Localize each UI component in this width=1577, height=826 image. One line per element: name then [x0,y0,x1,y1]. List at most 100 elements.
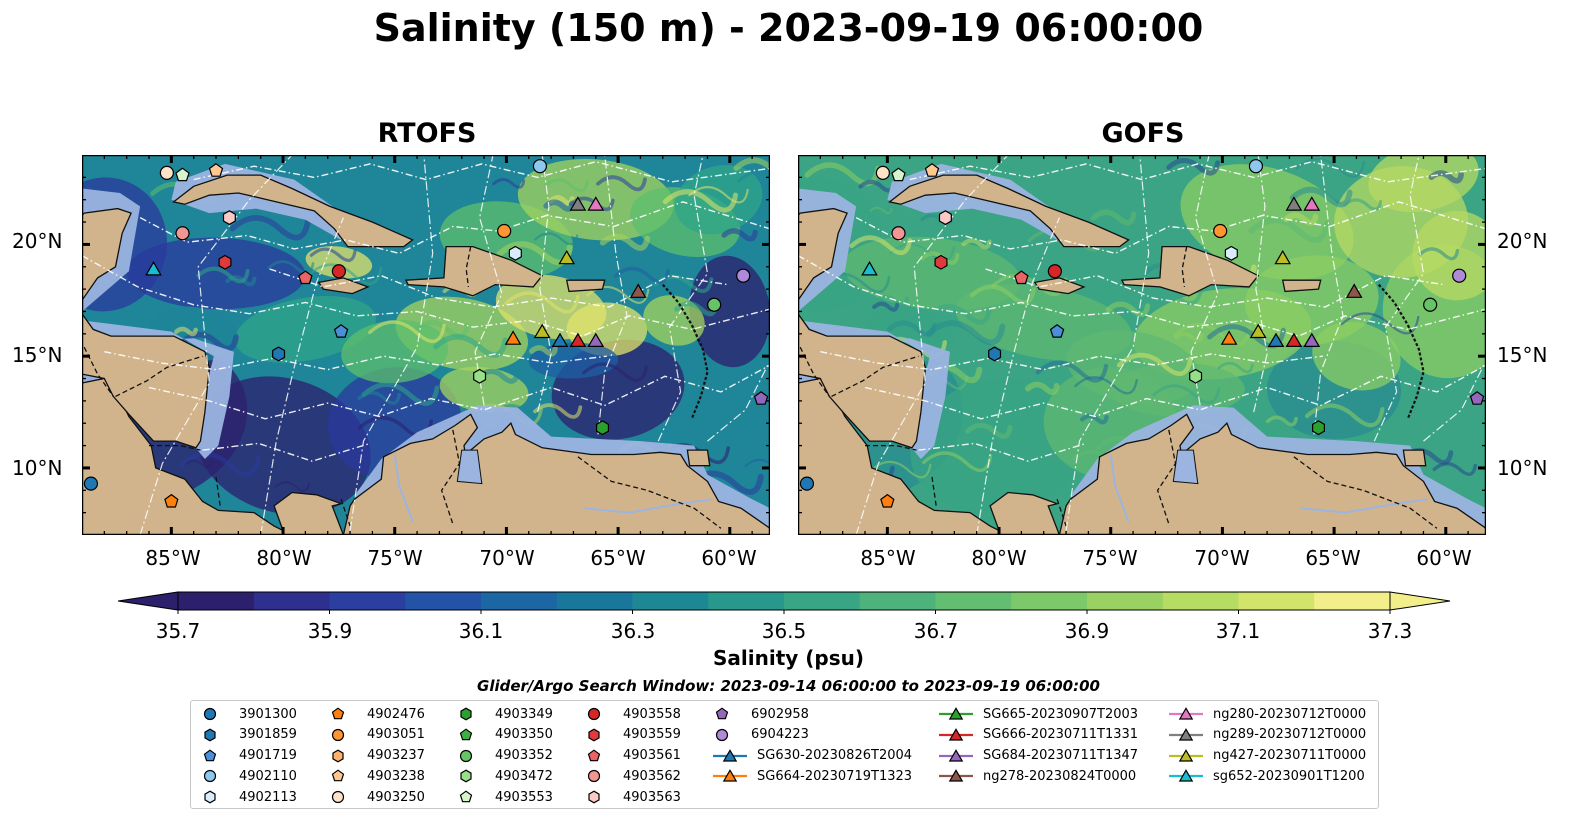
legend-marker [203,749,217,761]
legend-item: SG630-20230826T2004 [713,746,912,766]
legend-marker [587,749,601,761]
map-marker-pentagon [175,167,190,182]
lon-label-75w-gofs: 75°W [1082,546,1138,570]
legend-marker-icon [331,769,345,782]
legend-marker [203,770,217,783]
map-marker-triangle [504,330,522,345]
land-puertorico [565,279,606,293]
lon-label-65w-gofs: 65°W [1305,546,1361,570]
map-marker-triangle [1345,283,1363,298]
legend-label: 4903553 [495,789,553,805]
legend-item: 4902113 [201,787,297,807]
legend-item: SG664-20230719T1323 [713,766,912,786]
legend-marker-icon [1169,748,1203,762]
legend-label: 4903352 [495,748,553,764]
map-marker-pentagon [753,391,769,405]
legend-item: 4903558 [585,704,681,724]
map-marker-circle [875,165,890,180]
legend-item: 6902958 [713,704,809,724]
legend-label: SG630-20230826T2004 [757,748,913,764]
legend-label: 4903350 [495,727,553,743]
colorbar-tick: 36.7 [913,619,959,643]
legend-item: 4903250 [329,787,425,807]
lon-label-70w-rtofs: 70°W [479,546,535,570]
legend-label: 4903559 [623,727,681,743]
colorbar-tick: 35.7 [155,619,201,643]
colorbar-segment [935,592,1012,610]
legend-item: 4903472 [457,766,553,786]
colorbar-segment [1087,592,1164,610]
lat-label-20n-left: 20°N [12,229,63,253]
colorbar-segment [329,592,406,610]
legend-marker [331,769,345,782]
legend-marker [722,769,738,782]
lat-label-10n-right: 10°N [1497,456,1548,480]
legend-marker-icon [939,769,973,782]
colorbar-segment [481,592,558,610]
legend-marker [587,707,601,721]
land-hispaniola [404,245,544,297]
map-marker-hexagon [272,346,286,362]
map-marker-circle [83,476,99,491]
legend-marker [459,749,473,762]
legend-marker-icon [713,748,747,762]
map-marker-triangle [1303,196,1321,211]
map-marker-hexagon [1189,368,1203,384]
legend-label: 4903561 [623,748,681,764]
map-marker-triangle [861,260,878,276]
legend-label: sg652-20230901T1200 [1213,768,1365,784]
gofs-salinity-map[interactable] [798,155,1486,535]
land-cuba [888,174,1130,248]
legend-label: 4903563 [623,789,681,805]
legend-item: SG665-20230907T2003 [939,704,1138,724]
lon-label-70w-gofs: 70°W [1194,546,1250,570]
legend-label: 4903051 [367,727,425,743]
lon-label-85w-gofs: 85°W [860,546,916,570]
map-marker-triangle [533,323,551,339]
legend-marker [587,770,601,783]
legend-marker [722,748,738,762]
map-marker-triangle [1285,332,1303,347]
rtofs-salinity-map[interactable] [82,155,770,535]
legend-marker-icon [460,707,472,721]
legend-marker-icon [204,790,216,804]
legend-label: SG684-20230711T1347 [983,748,1139,764]
legend-label: SG664-20230719T1323 [757,768,913,784]
legend-marker-icon [459,749,473,762]
land-trinidad [686,449,711,467]
colorbar-segment [859,592,937,610]
colorbar-tick: 37.3 [1367,619,1413,643]
legend-label: 6904223 [751,727,809,743]
colorbar-tick: 35.9 [307,619,353,643]
map-marker-pentagon [880,493,895,508]
legend-label: 4903558 [623,706,681,722]
map-frame [798,155,1486,535]
legend-marker [948,707,964,720]
legend-marker-icon [459,728,473,741]
colorbar-extend-high [1389,591,1451,611]
legend-marker [588,728,600,742]
gofs-panel-title: GOFS [1101,118,1185,149]
legend-marker-icon [588,728,600,742]
lon-label-80w-gofs: 80°W [971,546,1027,570]
map-marker-circle [1047,264,1062,279]
legend-marker [460,707,472,721]
legend-marker [948,769,964,782]
legend-item: 4903553 [457,787,553,807]
land-hispaniola [1120,245,1260,297]
map-marker-pentagon [1469,391,1485,405]
legend-item: 6904223 [713,725,809,745]
lon-label-85w-rtofs: 85°W [145,546,201,570]
legend-marker [459,790,473,803]
map-marker-triangle [1285,196,1303,211]
map-marker-triangle [587,196,605,211]
lat-label-20n-right: 20°N [1497,229,1548,253]
map-marker-circle [736,268,751,283]
lon-label-75w-rtofs: 75°W [367,546,423,570]
legend-item: 4903563 [585,787,681,807]
map-frame [82,155,770,535]
map-marker-hexagon [222,210,236,226]
legend-marker-icon [1169,707,1203,720]
legend-marker-icon [715,707,729,720]
legend-label: 3901859 [239,727,297,743]
